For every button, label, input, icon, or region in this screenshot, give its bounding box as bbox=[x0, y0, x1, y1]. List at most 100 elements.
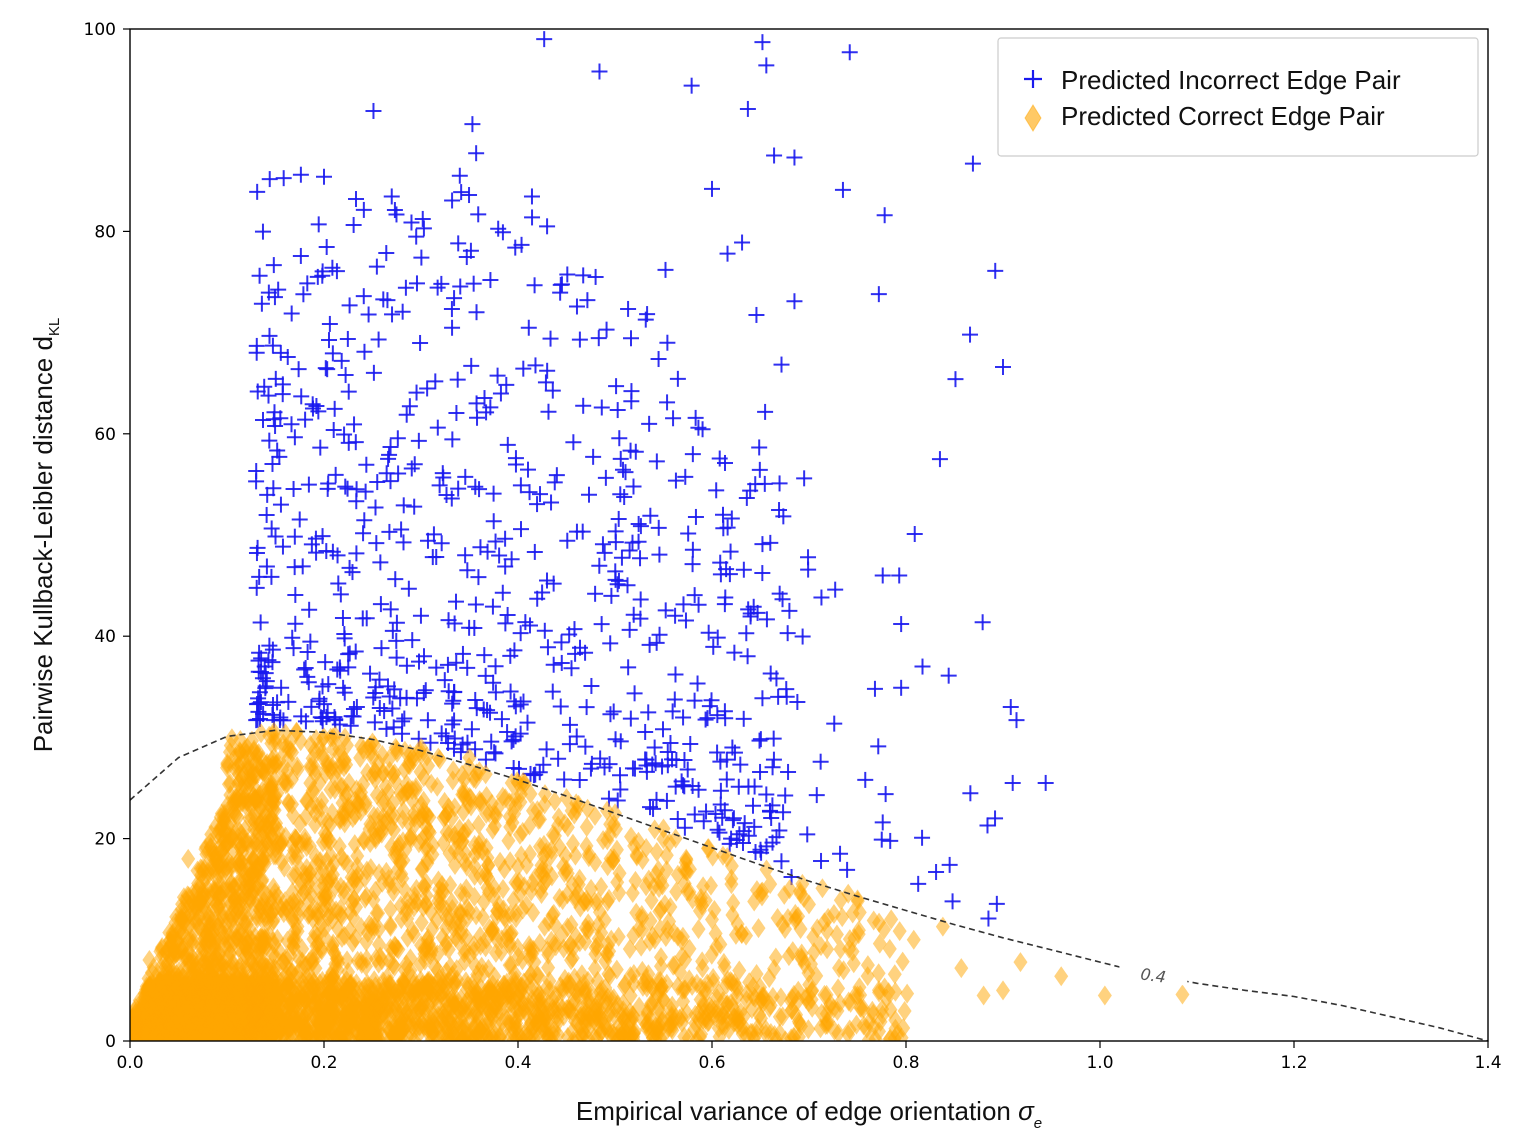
incorrect-pair-point bbox=[700, 624, 717, 641]
incorrect-pair-point bbox=[438, 486, 455, 503]
incorrect-pair-point bbox=[459, 734, 476, 751]
correct-pair-point bbox=[624, 826, 639, 847]
incorrect-pair-point bbox=[499, 606, 516, 623]
incorrect-pair-point bbox=[386, 202, 403, 219]
incorrect-pair-point bbox=[608, 378, 625, 395]
incorrect-pair-point bbox=[667, 472, 684, 489]
incorrect-pair-point bbox=[459, 562, 476, 579]
incorrect-pair-point bbox=[293, 388, 310, 405]
incorrect-pair-point bbox=[559, 266, 576, 283]
correct-pair-point bbox=[405, 1016, 420, 1037]
correct-pair-point bbox=[417, 938, 432, 959]
correct-pair-point bbox=[666, 1013, 681, 1034]
correct-pair-point bbox=[386, 764, 401, 785]
correct-pair-point bbox=[835, 907, 850, 928]
incorrect-pair-point bbox=[722, 543, 739, 560]
correct-pair-point bbox=[321, 872, 336, 893]
incorrect-pair-point bbox=[299, 644, 316, 661]
correct-pair-point bbox=[480, 847, 495, 868]
incorrect-pair-point bbox=[444, 431, 461, 448]
correct-pair-point bbox=[233, 754, 248, 775]
incorrect-pair-point bbox=[765, 751, 782, 768]
correct-pair-point bbox=[476, 891, 491, 912]
correct-pair-point bbox=[759, 859, 774, 880]
incorrect-pair-point bbox=[609, 402, 626, 419]
incorrect-pair-point bbox=[333, 352, 350, 369]
incorrect-pair-point bbox=[450, 480, 467, 497]
correct-pair-point bbox=[906, 929, 921, 950]
incorrect-pair-point bbox=[545, 575, 562, 592]
incorrect-pair-point bbox=[723, 510, 740, 527]
correct-pair-point bbox=[479, 786, 494, 807]
incorrect-pair-point bbox=[444, 716, 461, 733]
incorrect-pair-point bbox=[358, 456, 375, 473]
incorrect-pair-point bbox=[726, 644, 743, 661]
incorrect-pair-point bbox=[612, 733, 629, 750]
incorrect-pair-point bbox=[506, 642, 523, 659]
incorrect-pair-point bbox=[524, 209, 541, 226]
correct-pair-point bbox=[439, 978, 454, 999]
incorrect-pair-point bbox=[250, 652, 267, 669]
incorrect-pair-point bbox=[651, 546, 668, 563]
correct-pair-point bbox=[892, 921, 907, 942]
correct-pair-point bbox=[552, 837, 567, 858]
correct-pair-point bbox=[573, 897, 588, 918]
incorrect-pair-point bbox=[717, 589, 734, 606]
incorrect-pair-point bbox=[422, 734, 439, 751]
correct-pair-point bbox=[724, 855, 739, 876]
correct-pair-point bbox=[488, 942, 503, 963]
correct-pair-point bbox=[315, 809, 330, 830]
incorrect-pair-point bbox=[667, 607, 684, 624]
incorrect-pair-point bbox=[261, 327, 278, 344]
correct-pair-point bbox=[496, 878, 511, 899]
correct-pair-point bbox=[579, 816, 594, 837]
incorrect-pair-point bbox=[410, 432, 427, 449]
correct-pair-point bbox=[229, 928, 244, 949]
incorrect-pair-point bbox=[327, 466, 344, 483]
correct-pair-point bbox=[734, 923, 749, 944]
incorrect-pair-point bbox=[344, 564, 361, 581]
correct-pair-point bbox=[220, 1016, 235, 1037]
incorrect-pair-point bbox=[561, 626, 578, 643]
incorrect-pair-point bbox=[686, 692, 703, 709]
correct-pair-point bbox=[187, 895, 202, 916]
correct-pair-point bbox=[541, 957, 556, 978]
incorrect-pair-point bbox=[521, 484, 538, 501]
incorrect-pair-point bbox=[709, 629, 726, 646]
incorrect-pair-point bbox=[640, 704, 657, 721]
incorrect-pair-point bbox=[503, 551, 520, 568]
correct-pair-point bbox=[667, 954, 682, 975]
correct-pair-point bbox=[629, 846, 644, 867]
incorrect-pair-point bbox=[779, 625, 796, 642]
correct-pair-point bbox=[295, 884, 310, 905]
correct-pair-point bbox=[578, 931, 593, 952]
correct-pair-point bbox=[457, 821, 472, 842]
incorrect-pair-point bbox=[355, 525, 372, 542]
correct-pair-point bbox=[362, 818, 377, 839]
correct-pair-point bbox=[237, 739, 252, 760]
incorrect-pair-point bbox=[738, 625, 755, 642]
incorrect-pair-point bbox=[947, 371, 964, 388]
incorrect-pair-point bbox=[270, 281, 287, 298]
incorrect-pair-point bbox=[873, 831, 890, 848]
correct-pair-point bbox=[895, 951, 910, 972]
correct-pair-point bbox=[215, 986, 230, 1007]
correct-pair-point bbox=[1175, 984, 1190, 1005]
incorrect-pair-point bbox=[314, 528, 331, 545]
incorrect-pair-point bbox=[962, 785, 979, 802]
correct-pair-point bbox=[758, 1019, 773, 1040]
incorrect-pair-point bbox=[546, 474, 563, 491]
correct-pair-point bbox=[594, 876, 609, 897]
incorrect-pair-point bbox=[771, 475, 788, 492]
correct-pair-point bbox=[817, 984, 832, 1005]
incorrect-pair-point bbox=[415, 220, 432, 237]
correct-pair-point bbox=[530, 965, 545, 986]
correct-pair-point bbox=[300, 1003, 315, 1024]
correct-pair-point bbox=[773, 987, 788, 1008]
correct-pair-point bbox=[278, 891, 293, 912]
correct-pair-point bbox=[653, 956, 668, 977]
correct-pair-point bbox=[820, 921, 835, 942]
correct-pair-point bbox=[976, 985, 991, 1006]
incorrect-pair-point bbox=[290, 361, 307, 378]
correct-pair-point bbox=[233, 988, 248, 1009]
